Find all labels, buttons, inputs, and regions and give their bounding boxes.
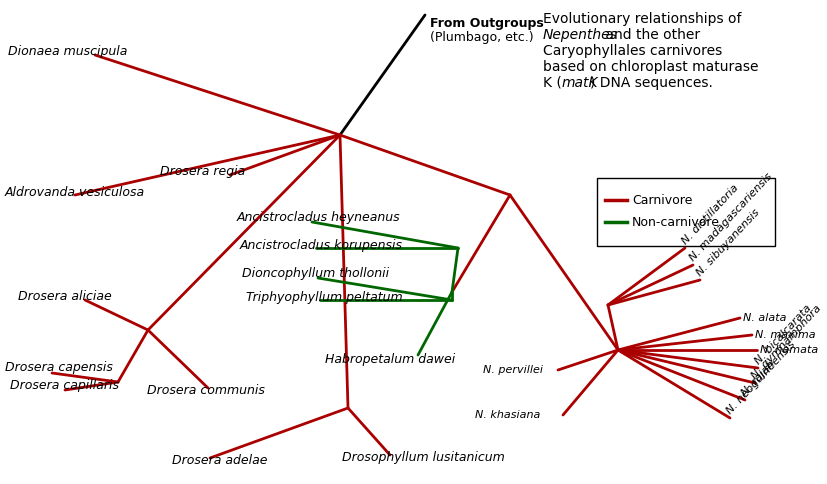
Text: N. rajah: N. rajah — [739, 359, 777, 398]
Text: (Plumbago, etc.): (Plumbago, etc.) — [430, 31, 533, 44]
Text: Aldrovanda vesiculosa: Aldrovanda vesiculosa — [5, 185, 145, 198]
Text: N. madagascariensis: N. madagascariensis — [688, 171, 774, 263]
Text: Drosera capillaris: Drosera capillaris — [10, 379, 119, 393]
Text: N. khasiana: N. khasiana — [475, 410, 540, 420]
Text: Drosophyllum lusitanicum: Drosophyllum lusitanicum — [342, 452, 504, 465]
Text: Drosera aliciae: Drosera aliciae — [18, 290, 112, 303]
Text: ) DNA sequences.: ) DNA sequences. — [590, 76, 713, 90]
Text: Ancistrocladus heyneanus: Ancistrocladus heyneanus — [237, 212, 400, 225]
Text: N. sibuyanensis: N. sibuyanensis — [695, 207, 762, 278]
Text: Triphyophyllum peltatum: Triphyophyllum peltatum — [246, 290, 403, 303]
Text: N. distillatoria: N. distillatoria — [680, 182, 740, 246]
Text: and the other: and the other — [601, 28, 700, 42]
Text: based on chloroplast maturase: based on chloroplast maturase — [543, 60, 758, 74]
Text: Drosera capensis: Drosera capensis — [5, 362, 112, 375]
Text: Nepenthes: Nepenthes — [543, 28, 618, 42]
Text: Drosera regia: Drosera regia — [160, 166, 246, 179]
Text: Drosera communis: Drosera communis — [147, 383, 265, 396]
Text: N. hamata: N. hamata — [760, 345, 818, 355]
Text: N. maxima: N. maxima — [755, 330, 815, 340]
Text: Ancistrocladus korupensis: Ancistrocladus korupensis — [240, 240, 403, 253]
Text: Dionaea muscipula: Dionaea muscipula — [8, 45, 127, 59]
Text: Non-carnivore: Non-carnivore — [632, 215, 720, 228]
Text: Carnivore: Carnivore — [632, 194, 692, 207]
Bar — [597, 178, 775, 246]
Text: matK: matK — [562, 76, 599, 90]
Text: Caryophyllales carnivores: Caryophyllales carnivores — [543, 44, 722, 58]
Text: N. gymnamphora: N. gymnamphora — [750, 303, 823, 381]
Text: N. pervillei: N. pervillei — [483, 365, 543, 375]
Text: K (: K ( — [543, 76, 562, 90]
Text: From Outgroups: From Outgroups — [430, 17, 543, 30]
Text: N. neoguineensis: N. neoguineensis — [724, 339, 797, 416]
Text: N. bicalcarata: N. bicalcarata — [753, 302, 813, 366]
Text: Habropetalum dawei: Habropetalum dawei — [325, 353, 455, 366]
Text: Drosera adelae: Drosera adelae — [172, 454, 267, 467]
Text: Evolutionary relationships of: Evolutionary relationships of — [543, 12, 742, 26]
Text: N. alata: N. alata — [743, 313, 786, 323]
Text: Dioncophyllum thollonii: Dioncophyllum thollonii — [242, 267, 390, 279]
